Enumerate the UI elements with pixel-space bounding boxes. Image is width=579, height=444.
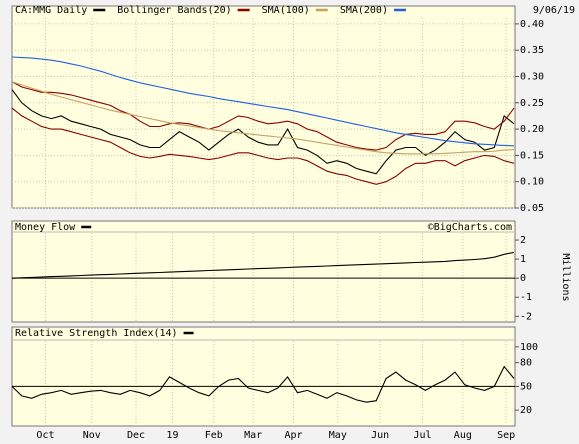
- x-tick-label: Sep: [497, 430, 515, 441]
- legend-label: Bollinger Bands(20): [117, 5, 231, 16]
- y-tick-label: -2: [520, 311, 532, 322]
- y-tick-label: 2: [520, 235, 526, 246]
- series-line: [11, 107, 515, 185]
- x-tick-label: Jul: [413, 430, 431, 441]
- y-axis-label: Millions: [560, 253, 571, 301]
- panel: [11, 326, 516, 427]
- x-tick-label: Feb: [205, 430, 223, 441]
- y-tick-label: -1: [520, 292, 532, 303]
- legend-label: SMA(100): [262, 5, 310, 16]
- legend-label: SMA(200): [340, 5, 388, 16]
- date-label: 9/06/19: [533, 5, 575, 16]
- x-tick-label: 19: [166, 430, 178, 441]
- x-tick-label: May: [329, 430, 347, 441]
- y-tick-label: 20: [520, 405, 532, 416]
- panel-title: Relative Strength Index(14): [15, 328, 178, 339]
- y-tick-label: 0.30: [520, 71, 544, 82]
- y-tick-label: 0.35: [520, 45, 544, 56]
- series-line: [11, 365, 515, 403]
- y-tick-label: 0.25: [520, 98, 544, 109]
- y-tick-label: 0.40: [520, 19, 544, 30]
- x-tick-label: Nov: [83, 430, 101, 441]
- y-tick-label: 1: [520, 254, 526, 265]
- panel-title: Money Flow: [15, 222, 76, 233]
- x-tick-label: Dec: [127, 430, 145, 441]
- y-tick-label: 0.15: [520, 150, 544, 161]
- panel: [11, 220, 516, 323]
- y-tick-label: 0.10: [520, 177, 544, 188]
- x-tick-label: Mar: [244, 430, 262, 441]
- credit: ©BigCharts.com: [428, 222, 512, 233]
- series-line: [11, 81, 515, 155]
- y-tick-label: 80: [520, 358, 532, 369]
- y-tick-label: 100: [520, 342, 538, 353]
- x-tick-label: Oct: [36, 430, 54, 441]
- y-tick-label: 0: [520, 273, 526, 284]
- legend-label: CA:MMG Daily: [15, 5, 87, 16]
- series-line: [11, 81, 515, 151]
- y-tick-label: 0.05: [520, 203, 544, 214]
- x-tick-label: Jun: [371, 430, 389, 441]
- panel: [11, 5, 516, 209]
- series-line: [11, 89, 515, 175]
- y-tick-label: 50: [520, 381, 532, 392]
- series-line: [11, 251, 515, 279]
- x-tick-label: Aug: [454, 430, 472, 441]
- y-tick-label: 0.20: [520, 124, 544, 135]
- x-tick-label: Apr: [284, 430, 302, 441]
- series-line: [11, 56, 515, 147]
